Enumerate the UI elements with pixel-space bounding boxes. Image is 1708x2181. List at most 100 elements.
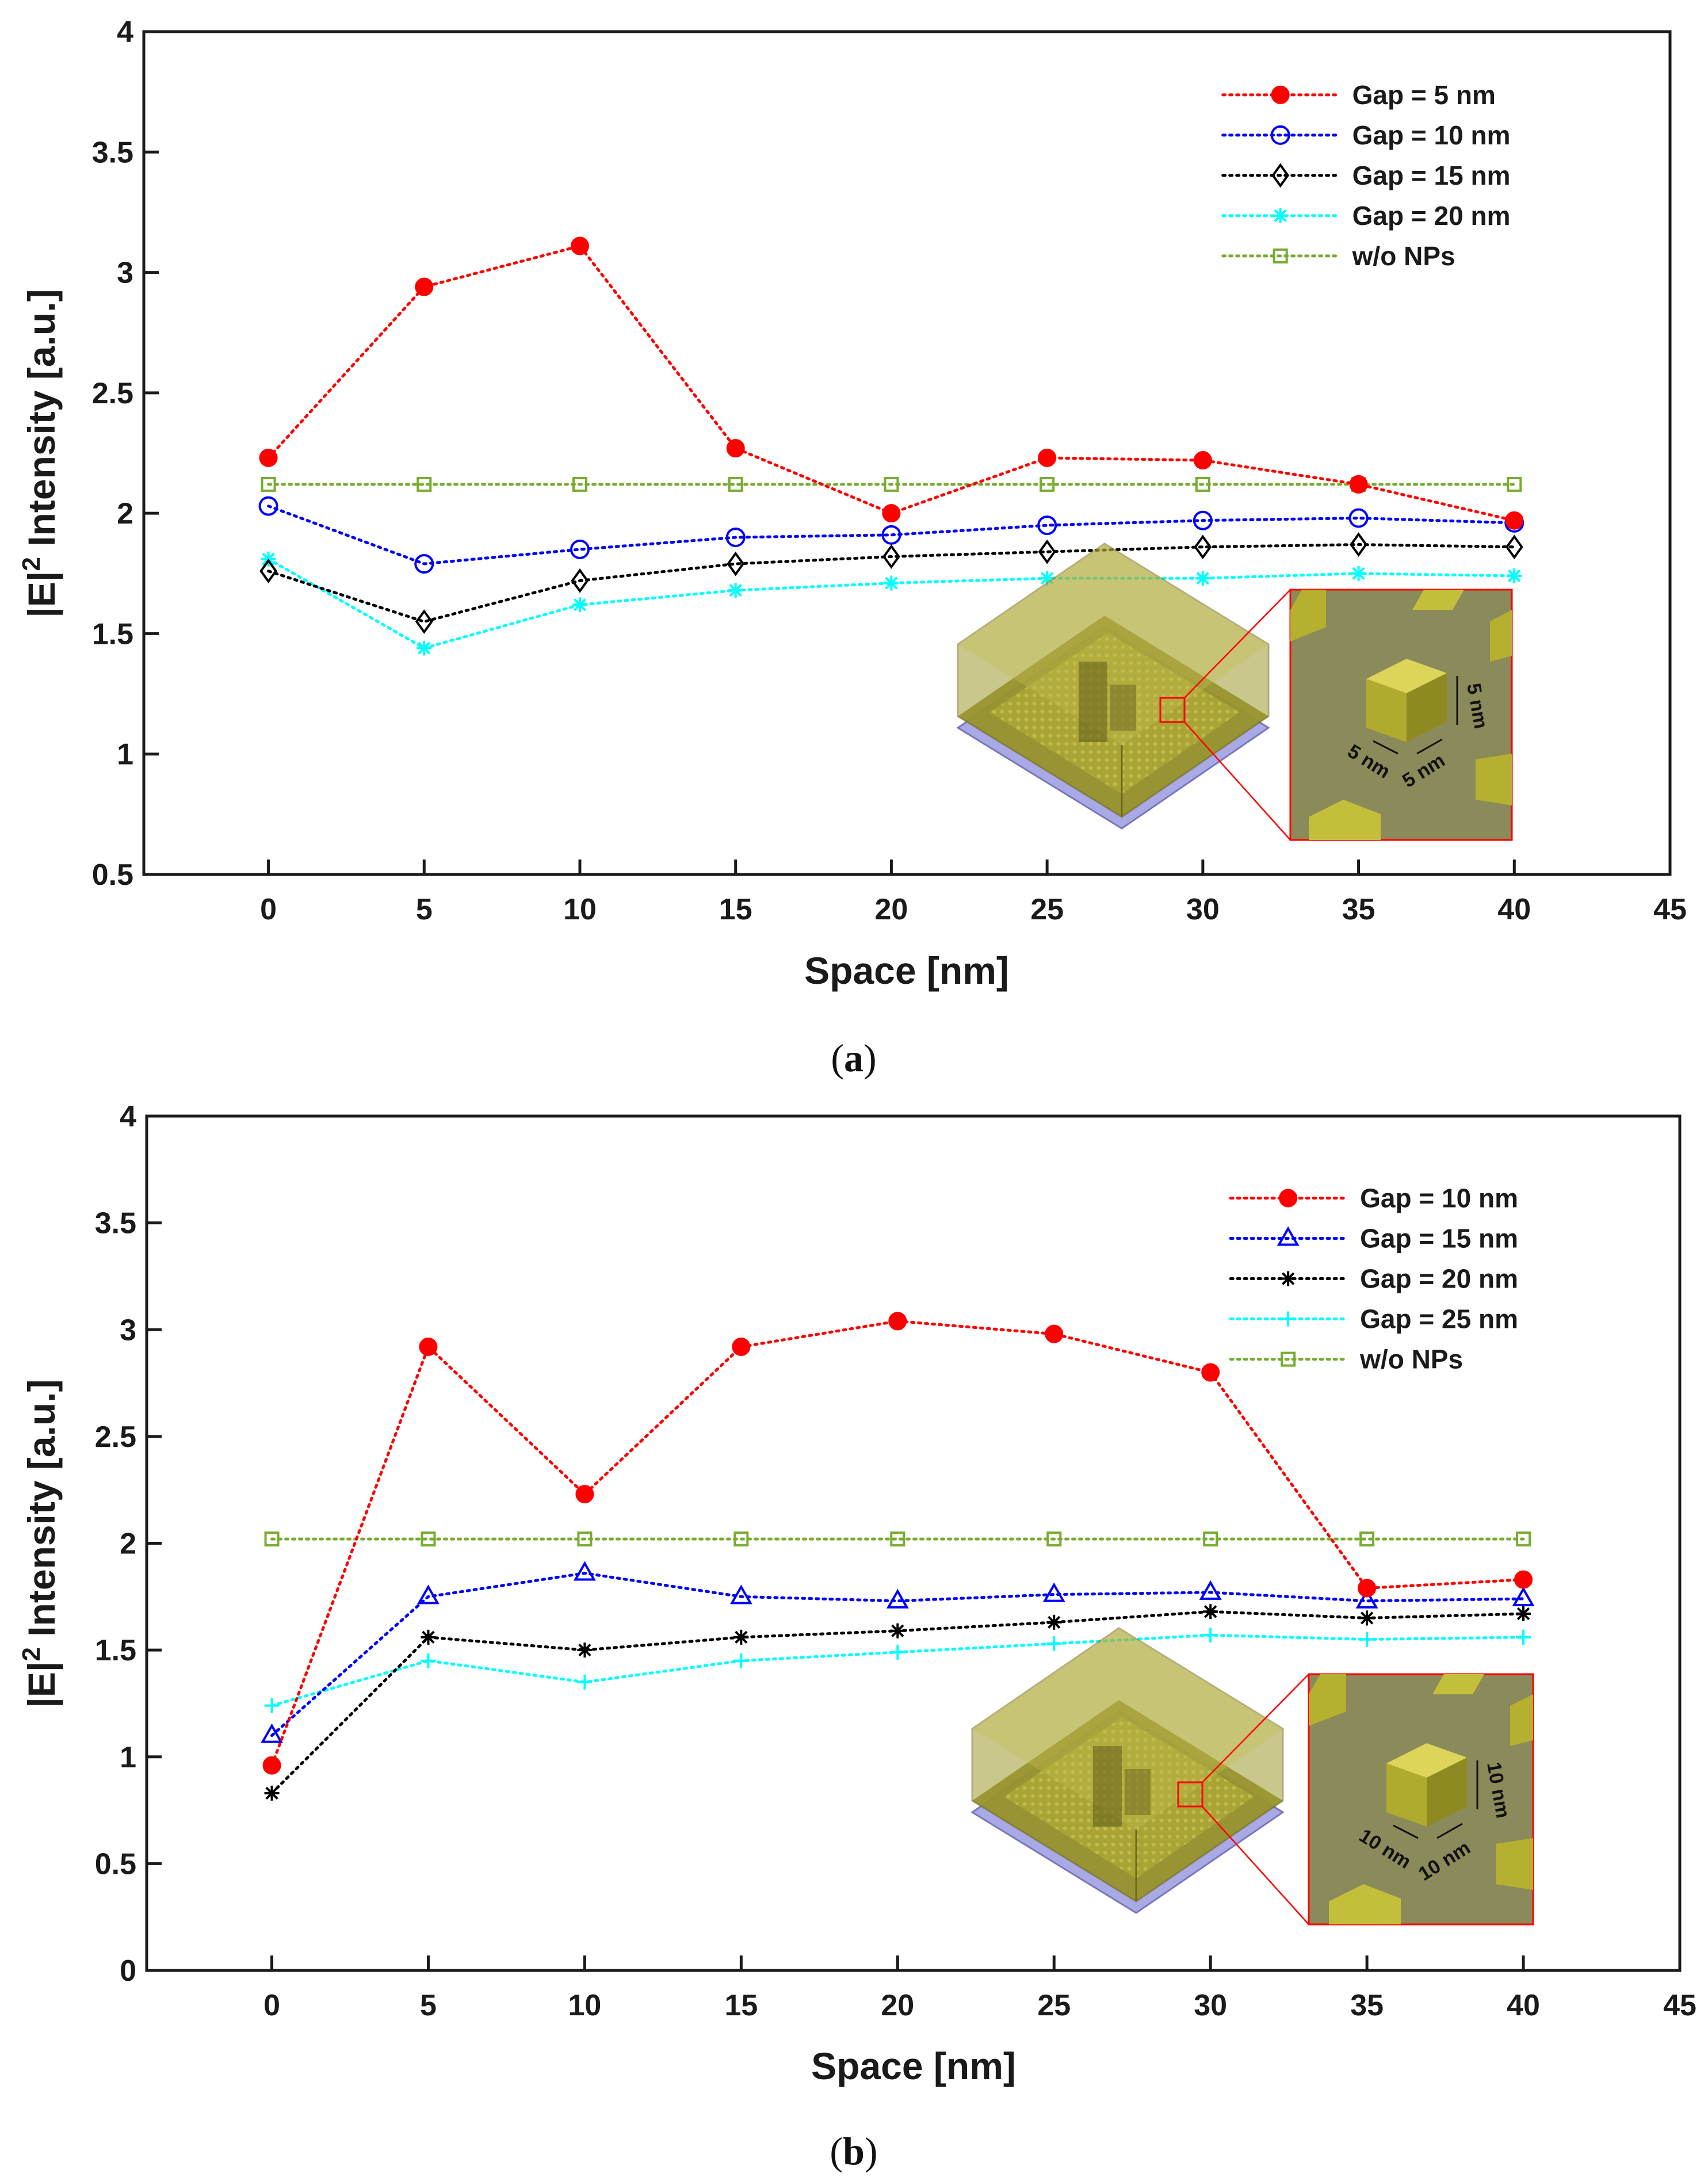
data-point <box>1349 475 1368 494</box>
x-tick-label: 0 <box>260 893 277 926</box>
legend-marker <box>1271 163 1290 188</box>
y-tick-label: 4 <box>120 1100 136 1133</box>
y-axis-label-a: |E|2 Intensity [a.u.] <box>17 289 64 617</box>
data-point <box>1203 1628 1218 1643</box>
x-tick-label: 45 <box>1653 893 1687 926</box>
x-tick-label: 15 <box>724 1989 758 2022</box>
legend-marker <box>1281 1311 1296 1327</box>
data-point <box>890 1644 905 1660</box>
data-point <box>890 1531 905 1547</box>
data-point <box>575 1485 594 1504</box>
legend-item: Gap = 10 nm <box>1221 120 1511 150</box>
data-point <box>1194 534 1212 560</box>
data-point <box>1516 1606 1531 1622</box>
data-point <box>421 1653 436 1668</box>
y-tick-label: 3 <box>120 1313 136 1347</box>
legend-item: Gap = 15 nm <box>1229 1224 1518 1254</box>
legend-marker <box>1270 125 1290 145</box>
legend-item: Gap = 20 nm <box>1221 201 1511 231</box>
series-gap-15-nm <box>259 532 1523 634</box>
data-point <box>572 597 587 613</box>
data-point <box>577 1643 593 1658</box>
data-point <box>886 1588 909 1609</box>
legend-label: w/o NPs <box>1352 241 1455 271</box>
data-point <box>573 1561 596 1581</box>
x-tick-label: 30 <box>1194 1989 1227 2022</box>
x-tick-label: 10 <box>568 1989 602 2022</box>
data-point <box>1045 1324 1064 1343</box>
y-tick-label: 1.5 <box>92 617 133 651</box>
legend-label: Gap = 10 nm <box>1352 120 1511 150</box>
y-tick-label: 2.5 <box>95 1420 136 1454</box>
series-line <box>267 244 1516 522</box>
plot-frame-a <box>142 30 1672 876</box>
y-tick-label: 2.5 <box>92 377 133 410</box>
data-point <box>261 476 276 492</box>
data-point <box>733 1653 749 1668</box>
y-tick-label: 1 <box>120 1741 136 1774</box>
x-tick-label: 20 <box>881 1989 914 2022</box>
legend-b: Gap = 10 nm Gap = 15 nm Gap = 20 nm Gap = 2… <box>1229 1183 1518 1374</box>
data-point <box>261 1723 283 1743</box>
data-point <box>1038 448 1057 467</box>
data-point <box>264 1698 280 1713</box>
legend-a: Gap = 5 nm Gap = 10 nm Gap = 15 nm Gap = 20… <box>1221 80 1511 271</box>
substrate-3d-illustration <box>956 543 1291 841</box>
nanostructure-inset-a: 5 nm 5 nm 5 nm <box>956 543 1513 841</box>
data-point <box>1355 1588 1378 1609</box>
x-tick-label: 10 <box>563 893 597 926</box>
legend-label: Gap = 15 nm <box>1360 1224 1518 1254</box>
caption-b: (b) <box>830 2129 877 2173</box>
data-point <box>421 1531 436 1547</box>
legend-item: Gap = 10 nm <box>1229 1183 1518 1213</box>
x-axis-label-b: Space [nm] <box>811 2045 1016 2087</box>
data-point <box>881 525 901 545</box>
y-tick-label: 2 <box>117 497 133 530</box>
data-point <box>890 1623 905 1638</box>
data-point <box>882 504 901 523</box>
data-point <box>1203 1531 1218 1547</box>
data-point <box>1046 1614 1062 1630</box>
legend-label: Gap = 15 nm <box>1352 161 1511 190</box>
series-gap-5-nm <box>259 236 1524 530</box>
data-point <box>1507 476 1522 492</box>
data-point <box>1516 1531 1531 1547</box>
data-point <box>571 568 589 593</box>
y-tick-label: 1.5 <box>95 1634 136 1667</box>
series-w-o-nps <box>264 1531 1531 1547</box>
x-tick-label: 30 <box>1186 893 1220 926</box>
data-point <box>259 559 278 584</box>
data-point <box>1046 1531 1062 1547</box>
y-tick-label: 3 <box>117 257 133 290</box>
data-point <box>417 476 432 492</box>
series-line <box>267 557 1516 650</box>
legend-label: Gap = 10 nm <box>1360 1183 1518 1213</box>
data-point <box>421 1629 436 1645</box>
x-tick-label: 5 <box>420 1989 437 2022</box>
data-point <box>415 277 434 296</box>
y-tick-label: 2 <box>120 1527 136 1561</box>
x-axis-label-a: Space [nm] <box>804 949 1009 992</box>
data-point <box>1359 1531 1375 1547</box>
y-tick-label: 4 <box>117 16 133 49</box>
x-tick-label: 20 <box>875 893 908 926</box>
data-point <box>1201 1363 1220 1382</box>
legend-label: Gap = 5 nm <box>1352 80 1496 110</box>
data-point <box>1195 476 1210 492</box>
x-tick-label: 40 <box>1507 1989 1540 2022</box>
y-axis-label-b: |E|2 Intensity [a.u.] <box>17 1379 64 1708</box>
data-point <box>1038 539 1056 564</box>
data-point <box>726 439 745 458</box>
legend-marker <box>1281 1351 1296 1367</box>
data-point <box>728 476 743 492</box>
data-point <box>728 583 743 598</box>
x-tick-label: 35 <box>1342 893 1375 926</box>
data-point <box>1514 1570 1533 1589</box>
y-tick-label: 0.5 <box>95 1847 136 1881</box>
legend-item: Gap = 15 nm <box>1221 161 1511 190</box>
series-line <box>270 1571 1525 1737</box>
y-tick-label: 0 <box>120 1954 136 1988</box>
data-point <box>1199 1580 1222 1600</box>
data-point <box>1512 1586 1535 1607</box>
chart-panel-b: 10 nm 10 nm 10 nm 0 5 10 15 20 25 30 35 40 45 0 0.5… <box>17 1100 1696 2173</box>
